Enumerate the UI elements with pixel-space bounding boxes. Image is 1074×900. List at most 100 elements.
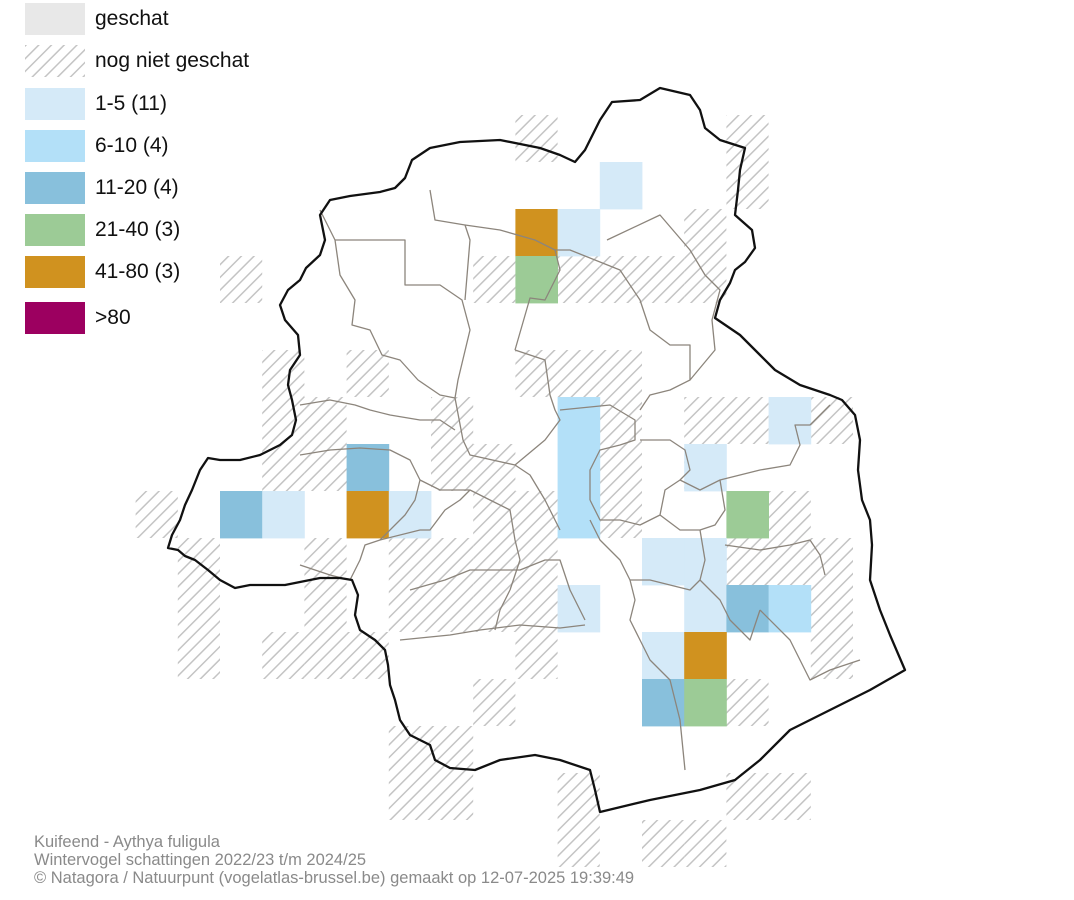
not-estimated-cell bbox=[726, 162, 769, 209]
legend-label: 11-20 (4) bbox=[95, 176, 179, 199]
not-estimated-cell bbox=[599, 350, 642, 397]
count-cell bbox=[262, 491, 305, 539]
not-estimated-cell bbox=[642, 820, 685, 867]
not-estimated-cell bbox=[599, 397, 642, 444]
not-estimated-cell bbox=[726, 538, 769, 585]
count-cell bbox=[515, 256, 558, 304]
not-estimated-cell bbox=[599, 444, 642, 491]
not-estimated-cell bbox=[473, 256, 516, 303]
not-estimated-cell bbox=[557, 256, 600, 303]
legend-swatch bbox=[25, 214, 85, 246]
count-cell bbox=[768, 585, 812, 633]
not-estimated-cell bbox=[431, 585, 474, 632]
not-estimated-cell bbox=[304, 585, 347, 632]
commune-boundary bbox=[429, 189, 471, 301]
not-estimated-cell bbox=[810, 585, 853, 632]
not-estimated-cell bbox=[768, 491, 811, 538]
not-estimated-cell bbox=[473, 444, 516, 491]
not-estimated-cell bbox=[599, 256, 642, 303]
count-cell bbox=[684, 632, 727, 680]
not-estimated-cell bbox=[557, 350, 600, 397]
commune-boundary bbox=[494, 589, 511, 631]
commune-boundary bbox=[419, 479, 521, 591]
not-estimated-cell bbox=[642, 256, 685, 303]
legend-item: 6-10 (4) bbox=[25, 130, 325, 162]
legend-swatch bbox=[25, 45, 85, 77]
not-estimated-cell bbox=[726, 115, 769, 162]
commune-boundary bbox=[606, 214, 721, 381]
not-estimated-cell bbox=[684, 256, 727, 303]
credit-text: © Natagora / Natuurpunt (vogelatlas-brus… bbox=[34, 869, 635, 887]
count-cell bbox=[642, 632, 685, 680]
count-cell bbox=[557, 397, 601, 445]
commune-boundary bbox=[319, 209, 456, 399]
count-cell bbox=[684, 538, 727, 586]
period-text: Wintervogel schattingen 2022/23 t/m 2024… bbox=[34, 851, 367, 869]
not-estimated-cell bbox=[684, 397, 727, 444]
not-estimated-cell bbox=[262, 397, 305, 444]
count-cell bbox=[642, 679, 685, 727]
legend-item: 21-40 (3) bbox=[25, 214, 325, 246]
legend-swatch bbox=[25, 88, 85, 120]
not-estimated-cell bbox=[473, 679, 516, 726]
legend-item: 41-80 (3) bbox=[25, 256, 325, 288]
legend-item: 11-20 (4) bbox=[25, 172, 325, 204]
count-cell bbox=[388, 491, 432, 539]
count-cell bbox=[346, 491, 390, 539]
legend-item: nog niet geschat bbox=[25, 45, 325, 77]
legend-label: 6-10 (4) bbox=[95, 134, 169, 157]
species-name: Kuifeend - Aythya fuligula bbox=[34, 833, 220, 851]
legend-item: geschat bbox=[25, 3, 325, 35]
commune-boundary bbox=[454, 397, 561, 531]
not-estimated-cell bbox=[346, 350, 389, 397]
count-cell bbox=[557, 491, 601, 539]
legend-label: 41-80 (3) bbox=[95, 260, 181, 283]
count-cell bbox=[684, 444, 727, 492]
count-cell bbox=[684, 679, 727, 727]
not-estimated-cell bbox=[431, 726, 474, 773]
not-estimated-cell bbox=[684, 820, 727, 867]
commune-boundary bbox=[659, 479, 726, 531]
not-estimated-cell bbox=[304, 397, 347, 444]
commune-boundary bbox=[514, 349, 561, 466]
legend-swatch bbox=[25, 256, 85, 288]
count-cell bbox=[726, 585, 769, 633]
not-estimated-cell bbox=[810, 538, 853, 585]
legend-swatch bbox=[25, 3, 85, 35]
commune-boundary bbox=[349, 489, 471, 581]
not-estimated-cell bbox=[431, 444, 474, 491]
commune-boundary bbox=[409, 559, 586, 621]
not-estimated-cell bbox=[473, 491, 516, 538]
commune-boundary bbox=[724, 539, 826, 576]
commune-boundary bbox=[559, 404, 636, 500]
legend-label: >80 bbox=[95, 306, 131, 329]
count-cell bbox=[726, 491, 769, 539]
commune-boundary bbox=[555, 249, 691, 411]
not-estimated-cell bbox=[177, 585, 220, 632]
not-estimated-cell bbox=[515, 585, 558, 632]
not-estimated-cell bbox=[262, 632, 305, 679]
legend-label: 1-5 (11) bbox=[95, 92, 167, 115]
count-cell bbox=[557, 209, 601, 257]
not-estimated-cell bbox=[388, 538, 431, 585]
count-cell bbox=[557, 444, 601, 492]
commune-boundary bbox=[299, 399, 456, 431]
not-estimated-cell bbox=[515, 538, 558, 585]
count-cell bbox=[599, 162, 643, 210]
map-caption: Kuifeend - Aythya fuligula Wintervogel s… bbox=[34, 833, 634, 887]
not-estimated-cell bbox=[684, 209, 727, 256]
commune-boundary bbox=[679, 404, 831, 491]
legend-swatch bbox=[25, 302, 85, 334]
legend-label: 21-40 (3) bbox=[95, 218, 181, 241]
commune-boundary bbox=[299, 447, 421, 541]
not-estimated-cell bbox=[220, 256, 263, 303]
count-cell bbox=[768, 397, 812, 445]
legend-label: geschat bbox=[95, 7, 169, 30]
not-estimated-cell bbox=[262, 444, 305, 491]
legend-label: nog niet geschat bbox=[95, 49, 250, 72]
brussels-region-outline bbox=[166, 86, 907, 814]
not-estimated-cell bbox=[515, 491, 558, 538]
not-estimated-cell bbox=[177, 538, 220, 585]
not-estimated-cell bbox=[304, 632, 347, 679]
commune-boundary bbox=[589, 519, 706, 591]
